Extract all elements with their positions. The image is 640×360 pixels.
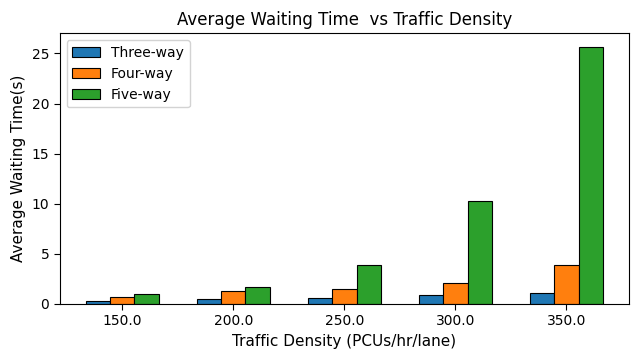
Bar <box>579 48 603 304</box>
Bar <box>530 293 554 304</box>
Bar <box>86 301 110 304</box>
Bar <box>221 291 246 304</box>
Bar <box>443 283 468 304</box>
Y-axis label: Average Waiting Time(s): Average Waiting Time(s) <box>11 75 26 262</box>
Bar <box>468 201 492 304</box>
Legend: Three-way, Four-way, Five-way: Three-way, Four-way, Five-way <box>67 40 189 107</box>
Bar <box>419 295 443 304</box>
Bar <box>356 265 381 304</box>
Bar <box>554 265 579 304</box>
Bar <box>308 298 332 304</box>
Title: Average Waiting Time  vs Traffic Density: Average Waiting Time vs Traffic Density <box>177 11 512 29</box>
Bar <box>246 287 270 304</box>
Bar <box>110 297 134 304</box>
Bar <box>196 299 221 304</box>
X-axis label: Traffic Density (PCUs/hr/lane): Traffic Density (PCUs/hr/lane) <box>232 334 456 349</box>
Bar <box>332 289 356 304</box>
Bar <box>134 294 159 304</box>
